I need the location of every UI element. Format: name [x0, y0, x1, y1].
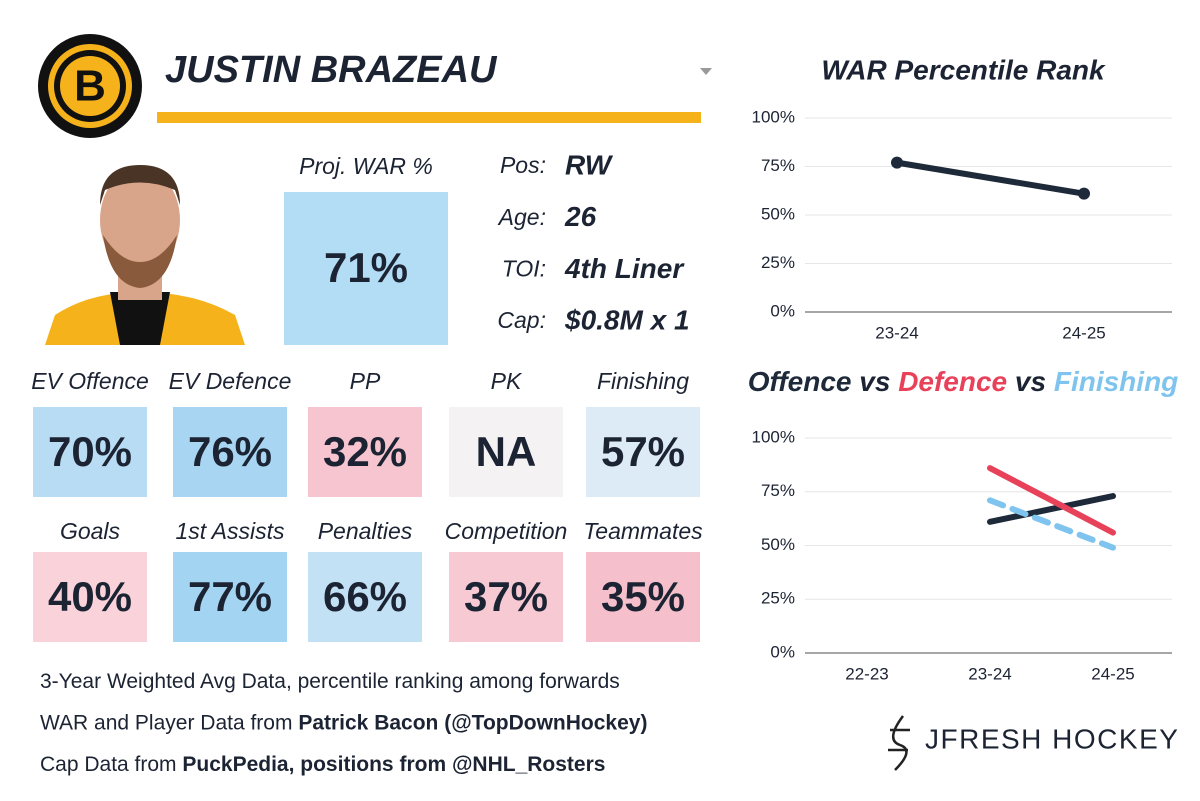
tile [308, 407, 422, 497]
series-line [987, 497, 1116, 551]
x-tick-label: 24-25 [1091, 664, 1134, 683]
legend-entry: Defence [898, 366, 1007, 397]
tile-label: Teammates [583, 518, 703, 544]
info-value: $0.8M x 1 [564, 304, 690, 335]
tile [173, 407, 287, 497]
tile-label: PP [350, 368, 381, 394]
tile [449, 407, 563, 497]
tile-label: Penalties [318, 518, 413, 544]
x-tick-label: 23-24 [968, 664, 1011, 683]
point [891, 156, 903, 169]
chart-title: WAR Percentile Rank [821, 54, 1106, 85]
tile-label: 1st Assists [175, 518, 285, 544]
tile-value: 77% [188, 573, 272, 620]
info-label: Cap: [497, 307, 546, 333]
y-tick-label: 25% [761, 253, 795, 272]
tile [586, 552, 700, 642]
tile-label: Goals [60, 518, 121, 544]
info-label: Age: [497, 204, 546, 230]
title-separator: vs [859, 366, 890, 397]
tile [308, 552, 422, 642]
brand: JFRESH HOCKEY [925, 723, 1179, 754]
tile [449, 552, 563, 642]
tile-label: EV Defence [169, 368, 292, 394]
proj-box [284, 192, 448, 345]
brand-icon [888, 715, 910, 771]
tile-value: 66% [323, 573, 407, 620]
tile-value: 57% [601, 428, 685, 475]
legend-entry: Finishing [1054, 366, 1178, 397]
tile-value: 40% [48, 573, 132, 620]
footer-text: Patrick Bacon (@TopDownHockey) [298, 711, 647, 734]
point [1078, 187, 1090, 200]
x-tick-label: 22-23 [845, 664, 888, 683]
tile-value: 37% [464, 573, 548, 620]
y-tick-label: 0% [770, 642, 795, 661]
info-value: RW [565, 149, 614, 180]
player-photo [45, 165, 245, 345]
footer-text: WAR and Player Data from [40, 711, 298, 734]
y-tick-label: 100% [752, 427, 795, 446]
x-tick-label: 24-25 [1062, 323, 1105, 342]
svg-text:B: B [74, 62, 106, 111]
y-tick-label: 25% [761, 589, 795, 608]
tile-value: 76% [188, 428, 272, 475]
tile-label: Competition [445, 518, 568, 544]
series-line [987, 465, 1116, 536]
footer-text: Cap Data from [40, 753, 182, 776]
y-tick-label: 50% [761, 204, 795, 223]
x-tick-label: 23-24 [875, 323, 918, 342]
footer-line: 3-Year Weighted Avg Data, percentile ran… [40, 670, 620, 693]
name-underline [157, 112, 701, 123]
proj-value: 71% [324, 244, 408, 291]
tile-label: PK [491, 368, 523, 394]
dropdown[interactable] [700, 68, 712, 75]
tile-label: Finishing [597, 368, 689, 394]
series-line [894, 159, 1087, 197]
tile-value: 32% [323, 428, 407, 475]
info-label: Pos: [500, 152, 546, 178]
footer: 3-Year Weighted Avg Data, percentile ran… [40, 670, 647, 776]
info-value: 4th Liner [564, 253, 685, 284]
y-tick-label: 0% [770, 301, 795, 320]
y-tick-label: 50% [761, 535, 795, 554]
series-line [987, 493, 1116, 525]
tile-label: EV Offence [31, 368, 149, 394]
y-tick-label: 100% [752, 107, 795, 126]
chart-title: Offence vs Defence vs Finishing [748, 366, 1179, 397]
tiles: EV Offence 70% EV Defence 76% PP 32% PK NA Finis… [31, 368, 703, 642]
tile-value: NA [476, 428, 537, 475]
proj-label: Proj. WAR % [299, 153, 433, 179]
player-name: JUSTIN BRAZEAU [165, 49, 498, 91]
footer-text: 3-Year Weighted Avg Data, percentile ran… [40, 670, 620, 693]
y-tick-label: 75% [761, 156, 795, 175]
tile-value: 70% [48, 428, 132, 475]
tile-value: 35% [601, 573, 685, 620]
team-logo: B [38, 34, 142, 138]
footer-line: Cap Data from PuckPedia, positions from … [40, 753, 605, 776]
footer-line: WAR and Player Data from Patrick Bacon (… [40, 711, 647, 734]
legend-entry: Offence [748, 366, 852, 397]
footer-text: PuckPedia, positions from @NHL_Rosters [182, 753, 605, 776]
tile [33, 407, 147, 497]
tile [173, 552, 287, 642]
info: Pos: RW Age: 26 TOI: 4th Liner Cap: $0.8M x 1 [497, 149, 690, 335]
tile [586, 407, 700, 497]
info-value: 26 [564, 201, 597, 232]
y-tick-label: 75% [761, 481, 795, 500]
info-label: TOI: [502, 255, 546, 281]
tile [33, 552, 147, 642]
title-separator: vs [1015, 366, 1046, 397]
